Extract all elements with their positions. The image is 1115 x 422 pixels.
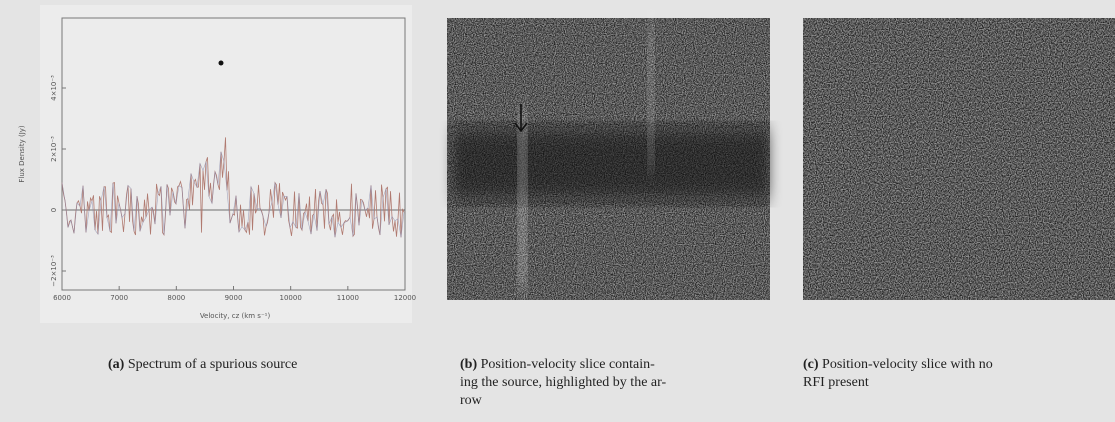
caption-text: Position-velocity slice contain- bbox=[481, 357, 656, 372]
caption-line: (a) Spectrum of a spurious source bbox=[108, 357, 297, 372]
caption-text: RFI present bbox=[803, 375, 869, 390]
image-noise bbox=[803, 18, 1115, 300]
spectrum-panel: Velocity, cz (km s⁻¹) Flux Density (Jy) … bbox=[18, 5, 416, 323]
caption-line: (b) Position-velocity slice contain- bbox=[460, 357, 655, 372]
caption-line: row bbox=[460, 393, 483, 408]
bright-streak bbox=[648, 20, 654, 170]
x-tick-label: 10000 bbox=[280, 294, 302, 302]
y-tick-label: 4×10⁻³ bbox=[50, 75, 58, 101]
caption-text: Spectrum of a spurious source bbox=[128, 357, 298, 372]
peak-marker bbox=[218, 60, 224, 66]
captions: (a) Spectrum of a spurious source (b) Pos… bbox=[108, 357, 993, 408]
caption-text: row bbox=[460, 393, 483, 408]
trace-line bbox=[61, 151, 405, 238]
x-tick-label: 6000 bbox=[53, 294, 71, 302]
caption-line: ing the source, highlighted by the ar- bbox=[460, 375, 667, 390]
bright-streak bbox=[518, 110, 527, 290]
spectrum-trace bbox=[61, 137, 405, 238]
x-tick-label: 11000 bbox=[337, 294, 359, 302]
caption-label: (b) bbox=[460, 357, 477, 372]
caption-text: Position-velocity slice with no bbox=[822, 357, 993, 372]
caption-label: (a) bbox=[108, 357, 125, 372]
caption-line: (c) Position-velocity slice with no bbox=[803, 357, 993, 372]
arrow-head bbox=[514, 122, 528, 133]
y-tick-label: 2×10⁻³ bbox=[50, 136, 58, 162]
y-tick-label: 0 bbox=[50, 208, 58, 212]
caption-label: (c) bbox=[803, 357, 819, 372]
y-axis-label: Flux Density (Jy) bbox=[18, 125, 26, 183]
rfi-band bbox=[452, 128, 770, 200]
caption-text: ing the source, highlighted by the ar- bbox=[460, 375, 667, 390]
caption-line: RFI present bbox=[803, 375, 869, 390]
pv-slice-clean bbox=[803, 18, 1115, 300]
x-tick-label: 8000 bbox=[167, 294, 185, 302]
x-tick-label: 9000 bbox=[225, 294, 243, 302]
x-axis-label: Velocity, cz (km s⁻¹) bbox=[200, 312, 271, 320]
x-tick-label: 7000 bbox=[110, 294, 128, 302]
pv-slice-source bbox=[447, 18, 770, 300]
x-tick-label: 12000 bbox=[394, 294, 416, 302]
y-tick-label: −2×10⁻³ bbox=[50, 255, 58, 287]
